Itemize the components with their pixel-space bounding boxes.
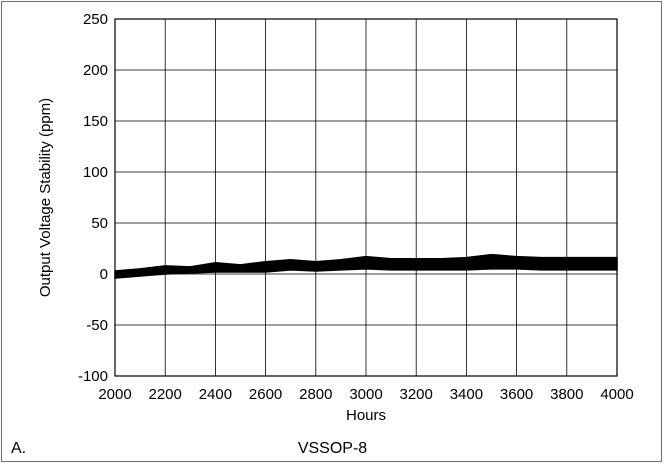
x-axis-label: Hours [346, 407, 386, 424]
y-tick-label: 100 [83, 164, 108, 181]
x-tick-label: 3600 [500, 386, 533, 403]
x-tick-label: 2200 [149, 386, 182, 403]
y-tick-labels: -100 -50 0 50 100 150 200 250 [78, 11, 108, 385]
x-tick-label: 3400 [450, 386, 483, 403]
y-tick-label: -50 [86, 317, 108, 334]
y-tick-label: -100 [78, 368, 108, 385]
y-axis-label: Output Voltage Stability (ppm) [37, 98, 54, 297]
y-tick-label: 50 [91, 215, 108, 232]
y-tick-label: 150 [83, 113, 108, 130]
y-tick-label: 200 [83, 62, 108, 79]
x-tick-label: 2400 [199, 386, 232, 403]
y-tick-label: 0 [100, 266, 108, 283]
panel-label: A. [11, 440, 27, 457]
y-tick-label: 250 [83, 11, 108, 28]
x-tick-label: 3200 [400, 386, 433, 403]
chart-subtitle: VSSOP-8 [297, 440, 368, 457]
x-tick-label: 3000 [349, 386, 382, 403]
x-tick-label: 2600 [249, 386, 282, 403]
x-tick-label: 4000 [600, 386, 633, 403]
x-tick-label: 2800 [299, 386, 332, 403]
x-tick-labels: 2000 2200 2400 2600 2800 3000 3200 3400 3600 3800… [98, 386, 633, 403]
x-tick-label: 3800 [550, 386, 583, 403]
grid [114, 18, 618, 377]
x-tick-label: 2000 [98, 386, 131, 403]
plot-area [114, 18, 618, 377]
